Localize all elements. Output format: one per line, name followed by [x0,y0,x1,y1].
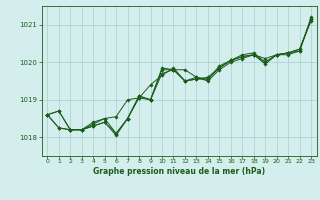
X-axis label: Graphe pression niveau de la mer (hPa): Graphe pression niveau de la mer (hPa) [93,167,265,176]
